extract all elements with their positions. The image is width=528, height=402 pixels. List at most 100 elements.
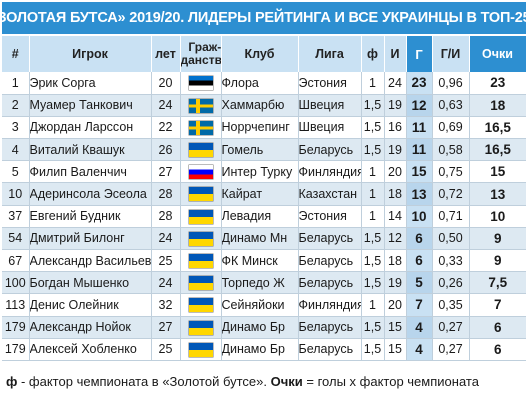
table-row: 37 Евгений Будник 28 Левадия Эстония 1 14 10 0,7… [2,205,526,228]
table-row: 1 Эрик Сорга 20 Флора Эстония 1 24 23 0,96 23 [2,72,526,95]
cell-factor: 1,5 [361,338,385,361]
cell-player: Александр Нойок [29,316,152,339]
cell-goals: 6 [406,249,433,272]
sweden-flag-icon [188,120,213,135]
cell-goals-per-game: 0,96 [432,72,470,95]
cell-goals: 10 [406,205,433,228]
ukraine-flag-icon [188,209,213,224]
cell-league: Беларусь [298,227,362,250]
cell-club: Интер Турку [221,160,299,183]
col-header-league: Лига [298,36,362,72]
cell-club: Динамо Мн [221,227,299,250]
cell-goals-per-game: 0,50 [432,227,470,250]
cell-citizenship [180,205,222,228]
cell-league: Швеция [298,94,362,117]
table-row: 4 Виталий Квашук 26 Гомель Беларусь 1,5 19 11 0,… [2,138,526,161]
cell-rank: 2 [2,94,30,117]
cell-age: 28 [151,182,181,206]
cell-age: 22 [151,116,181,139]
cell-club: Динамо Бр [221,338,299,361]
cell-age: 24 [151,94,181,117]
cell-factor: 1,5 [361,116,385,139]
cell-club: Торпедо Ж [221,271,299,294]
cell-games: 19 [384,271,407,294]
cell-games: 18 [384,182,407,206]
cell-age: 32 [151,293,181,317]
slovenia-flag-icon [188,165,213,180]
rating-table: # Игрок лет Граж-данство Клуб Лига ф И Г… [2,36,527,361]
cell-player: Евгений Будник [29,205,152,228]
cell-games: 12 [384,227,407,250]
cell-points: 6 [469,316,526,339]
cell-goals-per-game: 0,71 [432,205,470,228]
cell-games: 15 [384,316,407,339]
col-header-citizenship-line2: данство [180,53,221,67]
cell-citizenship [180,293,222,317]
cell-rank: 37 [2,205,30,228]
cell-goals: 12 [406,94,433,117]
cell-rank: 67 [2,249,30,272]
cell-factor: 1 [361,293,385,317]
cell-player: Денис Олейник [29,293,152,317]
cell-games: 24 [384,72,407,95]
table-row: 179 Алексей Хобленко 25 Динамо Бр Беларусь 1,… [2,338,526,361]
cell-age: 27 [151,160,181,183]
col-header-citizenship: Граж-данство [180,36,222,72]
cell-factor: 1 [361,160,385,183]
cell-points: 9 [493,253,502,269]
cell-player: Богдан Мышенко [29,271,152,294]
table-row: 100 Богдан Мышенко 24 Торпедо Ж Беларусь 1,5 1… [2,271,526,294]
cell-points: 6 [493,341,502,357]
cell-club: Левадия [221,205,299,228]
cell-games: 20 [384,293,407,317]
cell-citizenship [180,227,222,250]
cell-games: 19 [384,138,407,161]
cell-club: Гомель [221,138,299,161]
cell-points: 13 [469,182,526,206]
col-header-goals: Г [406,36,433,72]
cell-factor: 1,5 [361,94,385,117]
cell-citizenship [180,116,222,139]
cell-rank: 179 [2,338,30,361]
ukraine-flag-icon [188,320,213,335]
footnote: ф - фактор чемпионата в «Золотой бутсе».… [6,374,524,389]
cell-factor: 1,5 [361,249,385,272]
cell-rank: 3 [2,116,30,139]
cell-factor: 1 [361,72,385,95]
cell-club: Хаммарбю [221,94,299,117]
cell-league: Беларусь [298,316,362,339]
cell-goals: 11 [406,138,433,161]
ukraine-flag-icon [188,276,213,291]
cell-citizenship [180,338,222,361]
cell-age: 24 [151,271,181,294]
cell-goals-per-game: 0,33 [432,249,470,272]
cell-goals-per-game: 0,27 [432,338,470,361]
table-row: 5 Филип Валенчич 27 Интер Турку Финляндия 1 20… [2,160,526,183]
cell-league: Беларусь [298,271,362,294]
cell-club: Норрчепинг [221,116,299,139]
cell-goals-per-game: 0,58 [432,138,470,161]
cell-citizenship [180,271,222,294]
table-row: 2 Муамер Танкович 24 Хаммарбю Швеция 1,5 19 12 0… [2,94,526,117]
cell-league: Эстония [298,72,362,95]
cell-goals: 4 [406,338,433,361]
cell-points: 10 [490,208,506,224]
col-header-games: И [384,36,407,72]
sweden-flag-icon [188,98,213,113]
cell-factor: 1 [361,205,385,228]
col-header-num: # [2,36,30,72]
cell-rank: 54 [2,227,30,250]
cell-age: 20 [151,72,181,95]
table-row: 10 Адеринсола Эсеола 28 Кайрат Казахстан 1 18 1… [2,182,526,206]
ukraine-flag-icon [188,342,213,357]
cell-player: Эрик Сорга [29,72,152,95]
cell-citizenship [180,94,222,117]
ukraine-flag-icon [188,187,213,202]
cell-age: 26 [151,138,181,161]
cell-league: Беларусь [298,338,362,361]
cell-citizenship [180,249,222,272]
cell-citizenship [180,72,222,95]
cell-rank: 1 [2,72,30,95]
cell-player: Дмитрий Билонг [29,227,152,250]
cell-goals: 4 [406,316,433,339]
